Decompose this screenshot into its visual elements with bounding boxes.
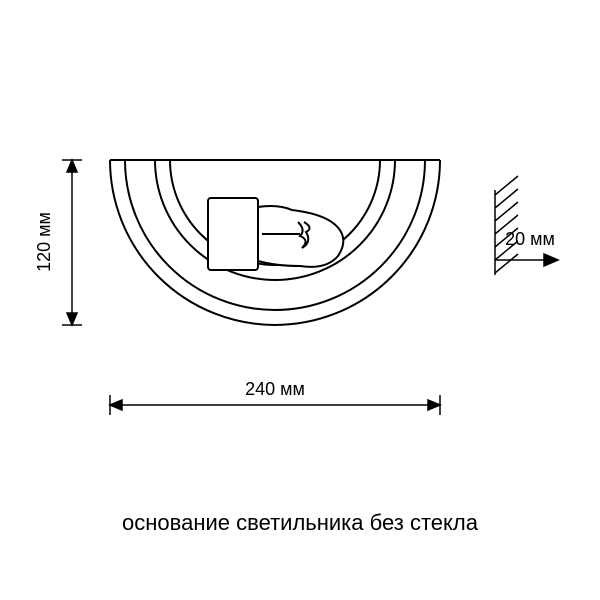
dim-width-label: 240 мм xyxy=(245,379,305,399)
dim-height-label: 120 мм xyxy=(34,212,54,272)
dim-depth-arrow xyxy=(495,254,558,266)
lamp-base-diagram: 120 мм 240 мм 20 мм основание светильник… xyxy=(0,0,600,600)
dim-height xyxy=(62,160,82,325)
light-bulb xyxy=(208,198,343,270)
caption: основание светильника без стекла xyxy=(122,510,479,535)
dim-depth-label: 20 мм xyxy=(505,229,555,249)
